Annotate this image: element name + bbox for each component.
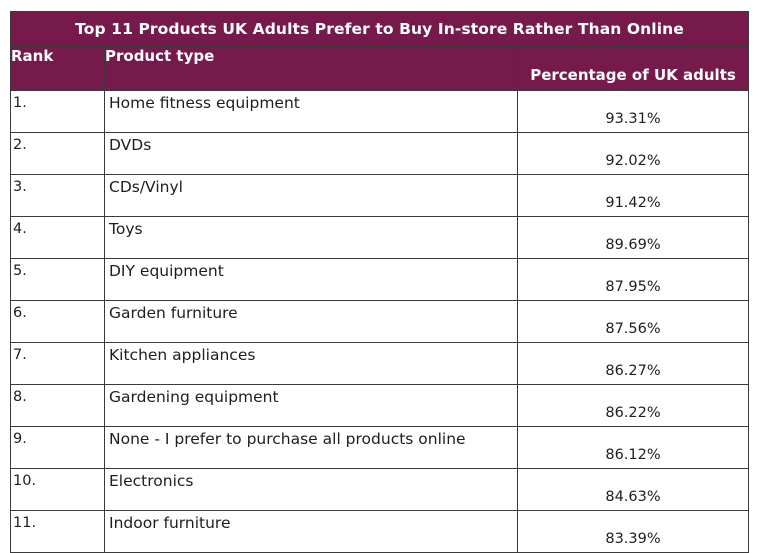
product-type-cell: Gardening equipment (104, 384, 518, 427)
table-title: Top 11 Products UK Adults Prefer to Buy … (10, 11, 749, 47)
table-row: 7. Kitchen appliances 86.27% (10, 342, 749, 385)
products-table: Top 11 Products UK Adults Prefer to Buy … (10, 11, 749, 553)
table-row: 4. Toys 89.69% (10, 216, 749, 259)
rank-cell: 10. (10, 468, 105, 511)
table-body: 1. Home fitness equipment 93.31% 2. DVDs 92.0… (10, 90, 749, 553)
table-row: 1. Home fitness equipment 93.31% (10, 90, 749, 133)
rank-cell: 11. (10, 510, 105, 553)
rank-cell: 3. (10, 174, 105, 217)
percentage-cell: 87.56% (517, 300, 749, 343)
product-type-cell: Home fitness equipment (104, 90, 518, 133)
percentage-cell: 87.95% (517, 258, 749, 301)
product-type-cell: Toys (104, 216, 518, 259)
table-row: 3. CDs/Vinyl 91.42% (10, 174, 749, 217)
table-row: 11. Indoor furniture 83.39% (10, 510, 749, 553)
table-row: 2. DVDs 92.02% (10, 132, 749, 175)
percentage-cell: 83.39% (517, 510, 749, 553)
rank-cell: 1. (10, 90, 105, 133)
product-type-cell: Kitchen appliances (104, 342, 518, 385)
rank-cell: 9. (10, 426, 105, 469)
product-type-cell: DIY equipment (104, 258, 518, 301)
rank-cell: 8. (10, 384, 105, 427)
rank-cell: 4. (10, 216, 105, 259)
percentage-cell: 91.42% (517, 174, 749, 217)
table-row: 5. DIY equipment 87.95% (10, 258, 749, 301)
product-type-cell: Electronics (104, 468, 518, 511)
product-type-cell: Garden furniture (104, 300, 518, 343)
rank-cell: 6. (10, 300, 105, 343)
table-row: 10. Electronics 84.63% (10, 468, 749, 511)
column-header-rank: Rank (10, 46, 105, 91)
table-row: 8. Gardening equipment 86.22% (10, 384, 749, 427)
product-type-cell: CDs/Vinyl (104, 174, 518, 217)
percentage-cell: 89.69% (517, 216, 749, 259)
rank-cell: 5. (10, 258, 105, 301)
product-type-cell: Indoor furniture (104, 510, 518, 553)
percentage-cell: 86.22% (517, 384, 749, 427)
rank-cell: 2. (10, 132, 105, 175)
percentage-cell: 92.02% (517, 132, 749, 175)
product-type-cell: None - I prefer to purchase all products… (104, 426, 518, 469)
percentage-cell: 86.27% (517, 342, 749, 385)
percentage-cell: 86.12% (517, 426, 749, 469)
percentage-cell: 84.63% (517, 468, 749, 511)
product-type-cell: DVDs (104, 132, 518, 175)
percentage-cell: 93.31% (517, 90, 749, 133)
table-row: 9. None - I prefer to purchase all produc… (10, 426, 749, 469)
rank-cell: 7. (10, 342, 105, 385)
column-header-product-type: Product type (104, 46, 518, 91)
table-row: 6. Garden furniture 87.56% (10, 300, 749, 343)
column-header-percentage: Percentage of UK adults (517, 46, 749, 91)
